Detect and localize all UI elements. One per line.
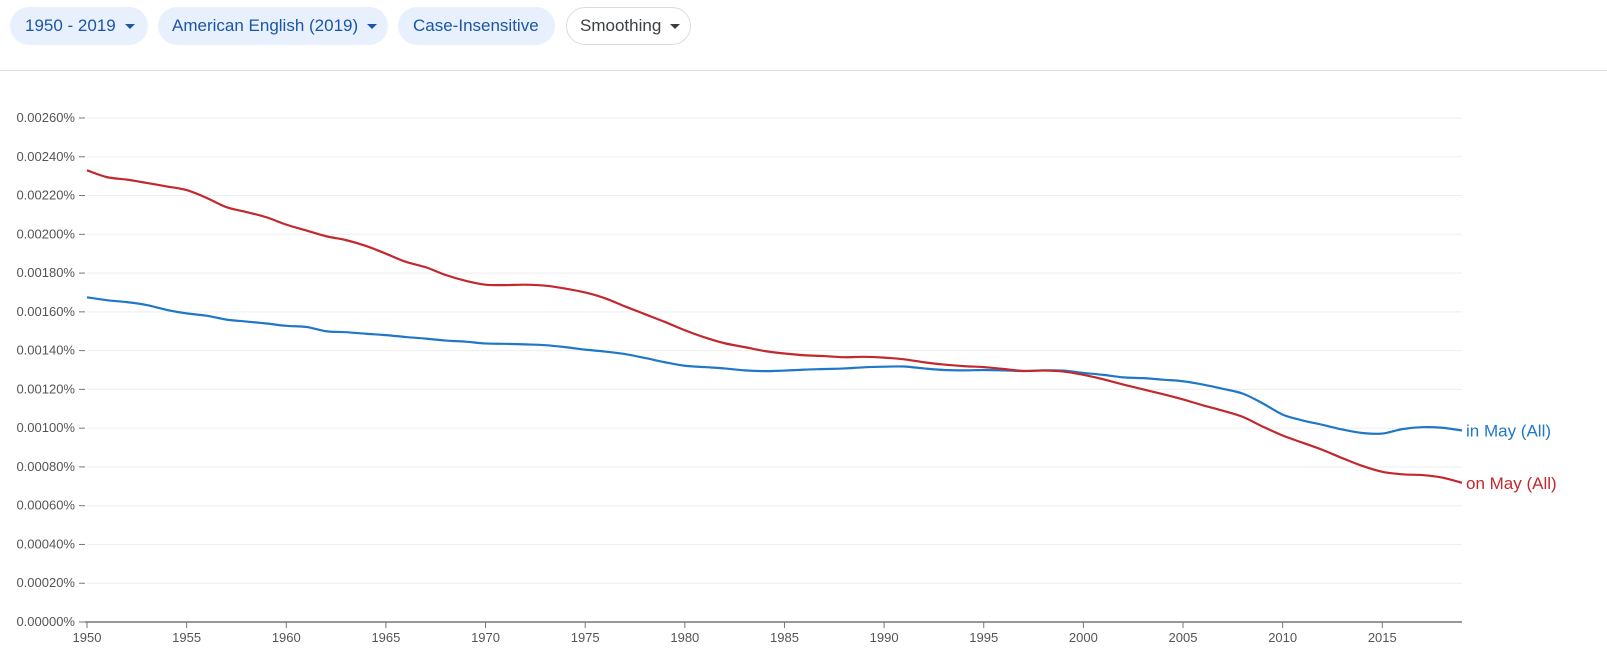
chevron-down-icon: [367, 23, 378, 29]
year-range-label: 1950 - 2019: [25, 16, 116, 35]
y-tick-label: 0.00240%: [16, 149, 75, 164]
grid-lines: [87, 117, 1462, 584]
corpus-dropdown[interactable]: American English (2019): [158, 7, 388, 45]
y-tick-label: 0.00220%: [16, 188, 75, 203]
y-tick-label: 0.00160%: [16, 304, 75, 319]
smoothing-label: Smoothing: [580, 16, 662, 35]
x-tick-label: 1990: [870, 630, 899, 645]
x-tick-label: 1960: [272, 630, 301, 645]
series-lines: in May (All) on May (All): [86, 169, 1557, 493]
x-tick-label: 2015: [1368, 630, 1397, 645]
y-tick-label: 0.00020%: [16, 575, 75, 590]
x-tick-label: 1950: [73, 630, 102, 645]
series-label[interactable]: in May (All): [1466, 421, 1551, 440]
y-tick-label: 0.00000%: [16, 614, 75, 629]
case-insensitive-label: Case-Insensitive: [413, 16, 539, 35]
x-tick-label: 1965: [371, 630, 400, 645]
chevron-down-icon: [124, 23, 135, 29]
y-tick-label: 0.00200%: [16, 226, 75, 241]
y-tick-label: 0.00100%: [16, 420, 75, 435]
x-tick-label: 2000: [1069, 630, 1098, 645]
y-tick-label: 0.00180%: [16, 265, 75, 280]
series-line[interactable]: [86, 169, 1463, 484]
y-tick-label: 0.00060%: [16, 498, 75, 513]
toolbar: 1950 - 2019 American English (2019) Case…: [0, 0, 1607, 71]
x-tick-label: 2005: [1169, 630, 1198, 645]
y-tick-label: 0.00040%: [16, 536, 75, 551]
axes: 0.00000% 0.00020% 0.00040% 0.00060% 0.00080%…: [16, 110, 1462, 645]
chevron-down-icon: [670, 23, 681, 29]
ngram-line-chart: 0.00000% 0.00020% 0.00040% 0.00060% 0.00080%…: [16, 110, 1557, 645]
corpus-label: American English (2019): [172, 16, 359, 35]
year-range-dropdown[interactable]: 1950 - 2019: [10, 7, 148, 45]
x-tick-label: 1995: [969, 630, 998, 645]
y-tick-label: 0.00080%: [16, 459, 75, 474]
y-tick-label: 0.00140%: [16, 343, 75, 358]
series-label[interactable]: on May (All): [1466, 474, 1557, 493]
smoothing-dropdown[interactable]: Smoothing: [566, 7, 691, 45]
x-tick-label: 2010: [1268, 630, 1297, 645]
x-tick-label: 1975: [571, 630, 600, 645]
x-tick-label: 1955: [172, 630, 201, 645]
x-tick-label: 1980: [670, 630, 699, 645]
case-insensitive-toggle[interactable]: Case-Insensitive: [398, 7, 555, 45]
y-tick-label: 0.00260%: [16, 110, 75, 125]
x-tick-label: 1970: [471, 630, 500, 645]
y-tick-label: 0.00120%: [16, 381, 75, 396]
series-line[interactable]: [86, 296, 1463, 435]
x-tick-label: 1985: [770, 630, 799, 645]
